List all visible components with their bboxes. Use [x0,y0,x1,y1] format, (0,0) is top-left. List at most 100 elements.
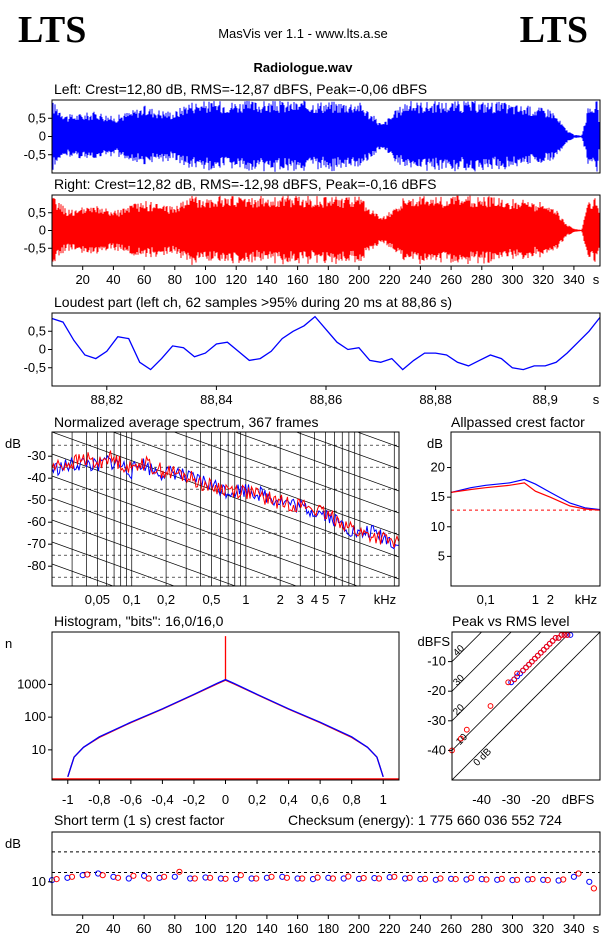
short-term-crest-point-left [79,872,86,879]
short-term-crest-point-right [360,875,367,882]
short-term-crest-point-right [375,875,383,882]
histogram-ytick-label: 10 [32,742,46,757]
short-term-crest-point-right [314,874,321,881]
peak-vs-rms-ytick-label: -20 [427,683,446,698]
allpassed-crest-ytick-label: 20 [431,460,445,475]
histogram-ytick-label: 100 [24,709,46,724]
peak-rms-crest-diagonal [452,632,542,722]
peak-vs-rms-point-right [523,664,529,671]
short-term-crest-point-left [402,875,409,882]
peak-rms-crest-diagonal [452,632,600,780]
short-term-crest-xtick-label: 60 [137,921,151,936]
histogram-line-left [67,678,384,777]
peak-vs-rms-xtick-label: -20 [531,792,550,807]
right-waveform-xtick-label: 100 [195,272,217,287]
histogram-xtick-label: -0,4 [151,792,173,807]
short-term-crest-point-left [202,874,209,881]
average-spectrum-xtick-label: 7 [339,592,346,607]
peak-vs-rms-point-right [487,703,494,709]
loudest-part-ytick-label: -0,5 [24,360,46,375]
allpassed-crest-xtick-label: kHz [575,592,597,607]
spectrum-slope-line [234,432,399,492]
peak-vs-rms-point-right [546,640,553,647]
loudest-part-x-unit: s [593,392,600,407]
short-term-crest-point-right [575,870,582,877]
short-term-crest-point-left [125,875,132,882]
short-term-crest-xtick-label: 40 [106,921,120,936]
average-spectrum-grid [52,432,399,586]
right-waveform-ytick-label: -0,5 [24,240,46,255]
short-term-crest-xtick-label: 200 [348,921,370,936]
peak-vs-rms-point-right [505,679,512,686]
average-spectrum-line-left [52,454,399,550]
spectrum-slope-line [52,563,115,586]
peak-vs-rms-ytick-label: -10 [427,654,446,669]
short-term-crest-point-right [468,874,475,881]
histogram-ytick-label: 1000 [17,676,46,691]
peak-vs-rms-point-left [508,679,515,686]
short-term-crest-point-right [514,876,521,883]
peak-vs-rms-xtick-label: dBFS [562,792,595,807]
short-term-crest-point-left [325,874,332,881]
short-term-crest-point-right [191,875,198,882]
average-spectrum-x-unit: kHz [374,592,396,607]
average-spectrum-ytick-label: -80 [27,558,46,573]
short-term-crest-point-right [529,876,536,883]
right-waveform-xtick-label: 80 [168,272,182,287]
histogram-xtick-label: 0 [222,792,229,807]
short-term-crest-point-right [176,868,183,875]
allpassed-crest-line-right [450,482,601,511]
histogram-line-right [67,636,384,777]
short-term-crest-point-right [560,876,567,883]
short-term-crest-point-right [345,873,352,880]
peak-vs-rms-point-right [564,632,571,638]
short-term-crest-point-right [498,875,505,882]
left-waveform-ytick-label: 0 [39,129,46,144]
file-name: Radiologue.wav [253,60,353,75]
spectrum-title: Normalized average spectrum, 367 frames [54,414,319,430]
short-term-crest-point-left [570,873,578,880]
peak-rms-title: Peak vs RMS level [452,613,570,629]
loudest-part-ytick-label: 0,5 [28,323,46,338]
loudest-part-xtick-label: 88,9 [533,392,558,407]
short-term-crest-ylabel: dB [5,836,21,851]
average-spectrum-frame [51,431,400,587]
peak-vs-rms-point-right [532,655,538,662]
short-term-crest-frame [51,831,601,916]
peak-vs-rms-point-left [567,632,574,638]
allpassed-crest-ytick-label: 5 [438,548,445,563]
short-term-crest-xtick-label: 340 [563,921,585,936]
spectrum-slope-line [112,432,399,536]
loudest-part-xtick-label: 88,88 [419,392,452,407]
histogram-xtick-label: 0,6 [311,792,329,807]
allpassed-crest-frame [450,431,601,587]
right-waveform-xtick-label: 280 [471,272,493,287]
peak-vs-rms-point-right [529,658,535,665]
histogram-ylabel: n [5,636,12,651]
short-term-crest-point-right [391,873,398,880]
histogram-xtick-label: 0,2 [248,792,266,807]
peak-rms-diagonal-label: 40 [451,643,467,659]
histogram-xtick-label: 1 [380,792,387,807]
right-waveform-xtick-label: 260 [440,272,462,287]
right-waveform-xtick-label: 140 [256,272,278,287]
short-term-crest-xtick-label: 280 [471,921,493,936]
right-waveform-x-unit: s [593,272,600,287]
app-title: MasVis ver 1.1 - www.lts.a.se [218,26,388,41]
peak-vs-rms-point-right [558,632,565,638]
peak-vs-rms-point-right [463,726,470,733]
average-spectrum-xtick-label: 0,2 [157,592,175,607]
peak-rms-diagonal-label: 0 dB [472,746,495,769]
peak-rms-crest-diagonal [452,632,571,751]
peak-vs-rms-point-right [514,670,520,677]
short-term-crest-xtick-label: 180 [317,921,339,936]
short-term-crest-point-left [524,876,532,883]
peak-vs-rms-ytick-label: -40 [427,742,446,757]
peak-vs-rms-point-right [526,661,532,668]
short-term-crest-point-right [207,874,214,881]
loudest-part-xtick-label: 88,84 [200,392,233,407]
allpassed-crest-ylabel: dB [427,436,443,451]
short-term-crest-point-left [586,878,593,885]
left-waveform-ytick-label: -0,5 [24,147,46,162]
average-spectrum-xtick-label: 0,5 [202,592,220,607]
